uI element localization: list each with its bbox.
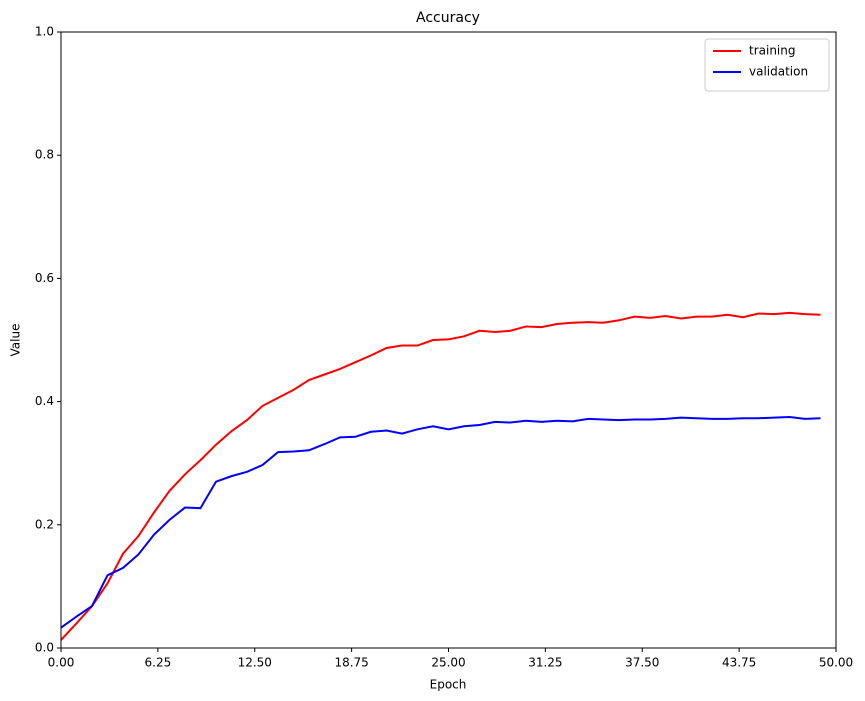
legend-label: training [749, 44, 796, 58]
y-tick-label: 0.2 [35, 517, 54, 531]
x-tick-label: 31.25 [528, 656, 562, 670]
legend-label: validation [749, 65, 808, 79]
x-tick-label: 18.75 [334, 656, 368, 670]
x-tick-label: 0.00 [48, 656, 75, 670]
y-tick-label: 0.6 [35, 271, 54, 285]
series-line [60, 311, 821, 641]
x-tick-label: 25.00 [431, 656, 465, 670]
x-tick-label: 43.75 [722, 656, 756, 670]
plot-frame [60, 31, 837, 649]
y-tick-label: 0.4 [35, 394, 54, 408]
y-tick-label: 1.0 [35, 25, 54, 39]
x-tick-label: 37.50 [625, 656, 659, 670]
series-line [60, 415, 821, 629]
x-tick-label: 6.25 [145, 656, 172, 670]
y-axis-label: Value [9, 324, 23, 357]
x-tick-label: 50.00 [819, 656, 853, 670]
y-tick-label: 0.8 [35, 148, 54, 162]
x-tick-label: 12.50 [238, 656, 272, 670]
y-tick-label: 0.0 [35, 641, 54, 655]
x-axis-label: Epoch [430, 678, 467, 692]
chart-title: Accuracy [416, 10, 480, 26]
